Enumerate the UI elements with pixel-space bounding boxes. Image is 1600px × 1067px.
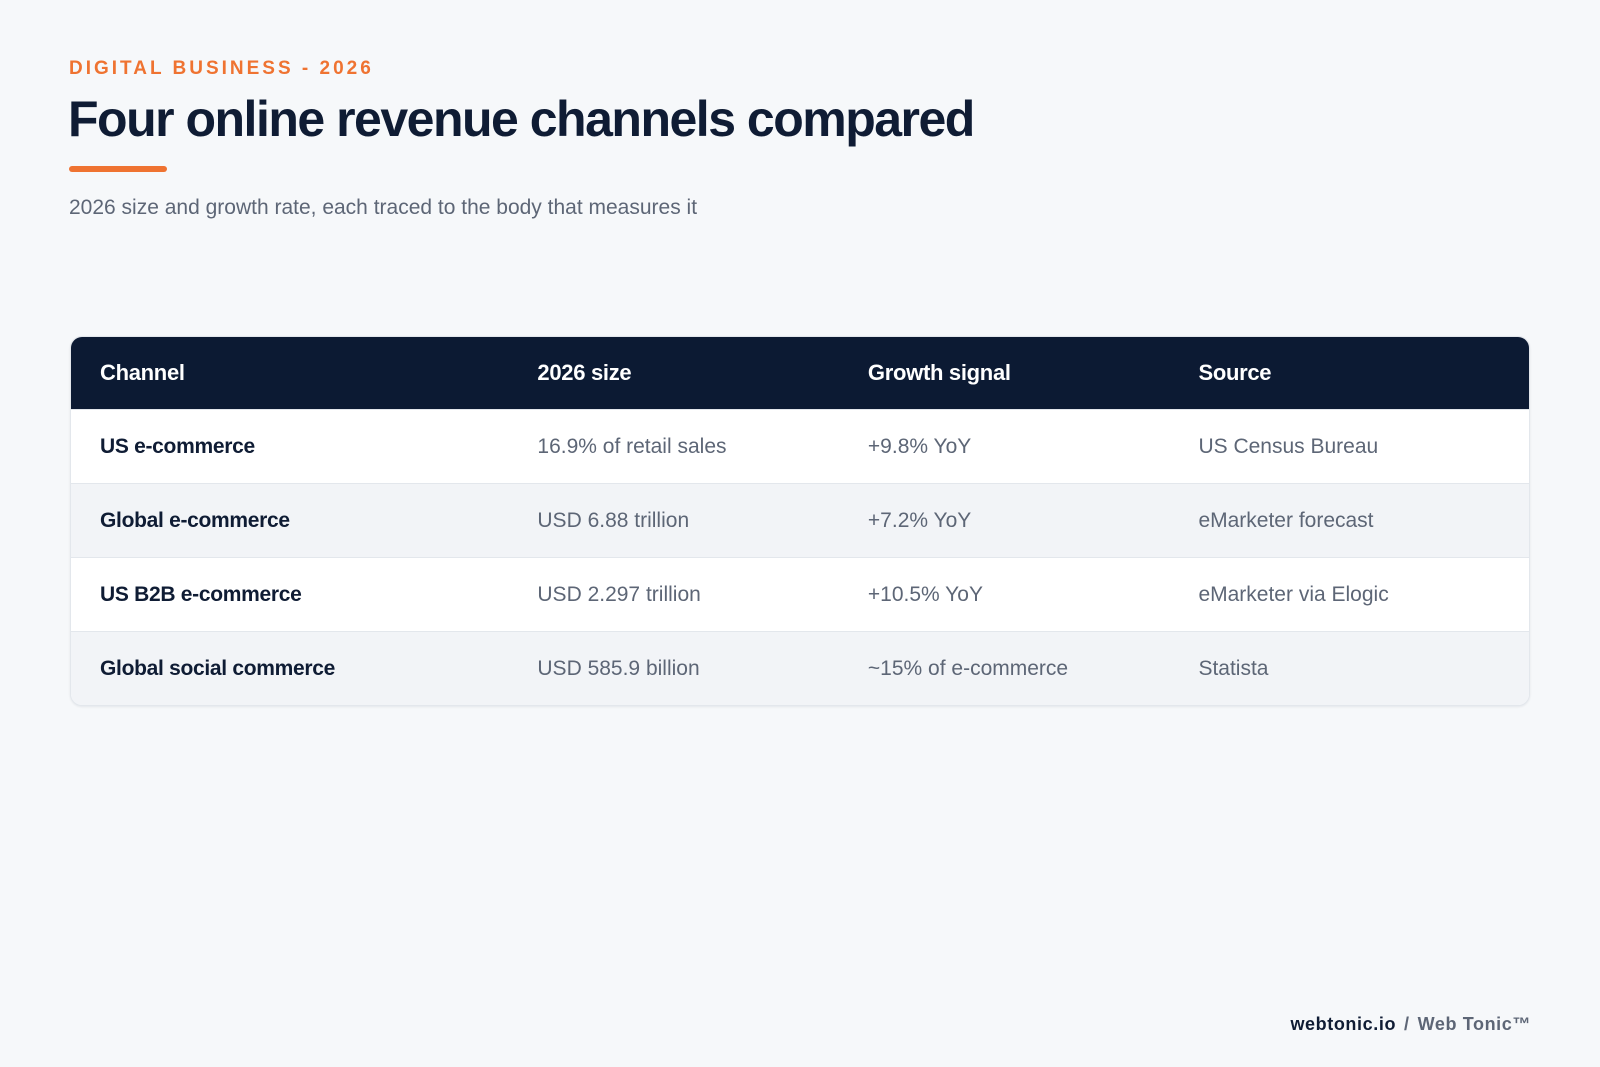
growth-cell: +9.8% YoY xyxy=(867,434,972,458)
title-accent-bar xyxy=(69,166,167,172)
column-header-source: Source xyxy=(1198,360,1272,385)
channel-cell: Global e-commerce xyxy=(100,508,290,532)
column-header-growth: Growth signal xyxy=(867,360,1011,385)
page-title: Four online revenue channels compared xyxy=(68,91,975,147)
growth-cell: ~15% of e-commerce xyxy=(867,656,1069,680)
size-cell: USD 585.9 billion xyxy=(537,656,700,680)
table-row: Global e-commerce USD 6.88 trillion +7.2… xyxy=(71,483,1529,557)
channel-cell: US e-commerce xyxy=(100,434,255,458)
eyebrow-label: DIGITAL BUSINESS - 2026 xyxy=(69,58,374,79)
column-header-channel: Channel xyxy=(100,360,185,385)
page-subtitle: 2026 size and growth rate, each traced t… xyxy=(69,196,698,219)
table-row: Global social commerce USD 585.9 billion… xyxy=(71,631,1529,705)
table-row: US e-commerce 16.9% of retail sales +9.8… xyxy=(71,409,1529,483)
size-cell: USD 6.88 trillion xyxy=(537,508,690,532)
size-cell: USD 2.297 trillion xyxy=(537,582,701,606)
source-cell: eMarketer via Elogic xyxy=(1198,582,1389,606)
footer-domain-link[interactable]: webtonic.io xyxy=(1290,1014,1397,1034)
footer-credit: webtonic.io / Web Tonic™ xyxy=(1290,1014,1531,1035)
comparison-table: Channel 2026 size Growth signal Source U… xyxy=(70,336,1530,706)
source-cell: Statista xyxy=(1198,656,1269,680)
footer-separator: / xyxy=(1404,1014,1410,1034)
channel-cell: US B2B e-commerce xyxy=(100,582,302,606)
table-row: US B2B e-commerce USD 2.297 trillion +10… xyxy=(71,557,1529,631)
growth-cell: +10.5% YoY xyxy=(867,582,983,606)
footer-brand: Web Tonic™ xyxy=(1417,1014,1531,1034)
table-header-row: Channel 2026 size Growth signal Source xyxy=(71,337,1529,409)
column-header-size: 2026 size xyxy=(537,360,632,385)
size-cell: 16.9% of retail sales xyxy=(537,434,727,458)
growth-cell: +7.2% YoY xyxy=(867,508,972,532)
channel-cell: Global social commerce xyxy=(100,656,336,680)
source-cell: US Census Bureau xyxy=(1198,434,1379,458)
source-cell: eMarketer forecast xyxy=(1198,508,1374,532)
